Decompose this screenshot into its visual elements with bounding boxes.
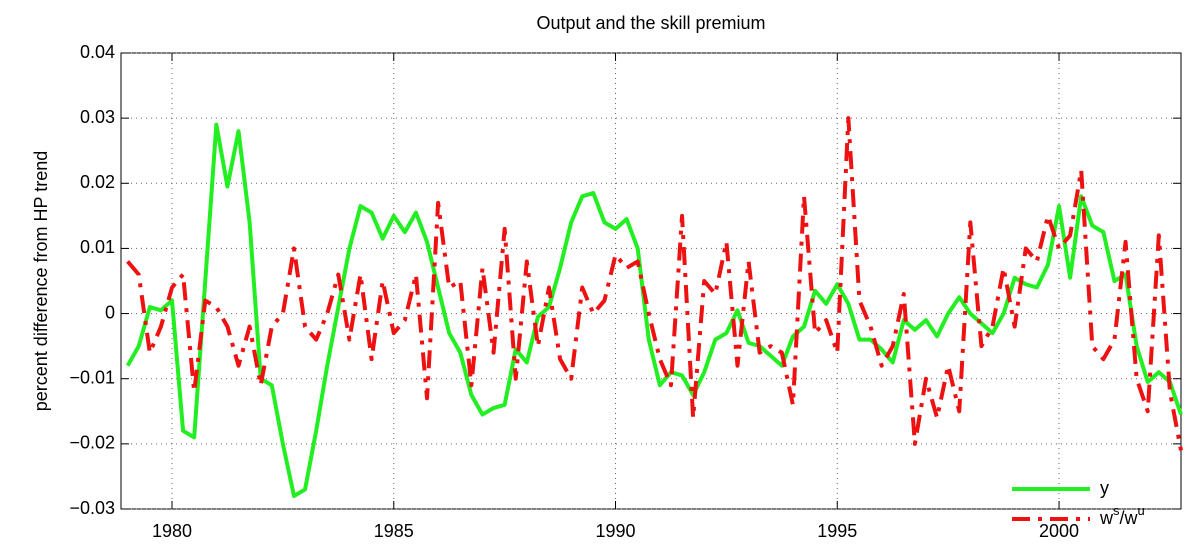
x-tick-label: 1995	[817, 521, 857, 541]
series-line	[126, 116, 1183, 451]
y-tick-label: −0.03	[69, 498, 115, 518]
y-tick-label: 0	[105, 302, 115, 322]
legend-label: y	[1100, 478, 1109, 498]
y-tick-label: −0.02	[69, 433, 115, 453]
x-tick-label: 2000	[1039, 521, 1079, 541]
y-tick-label: 0.03	[80, 107, 115, 127]
y-axis-label: percent difference from HP trend	[31, 151, 51, 411]
chart-title: Output and the skill premium	[536, 13, 765, 33]
y-tick-label: 0.02	[80, 172, 115, 192]
y-tick-label: 0.04	[80, 42, 115, 62]
x-tick-label: 1990	[595, 521, 635, 541]
series-line	[125, 122, 1183, 498]
x-tick-label: 1985	[374, 521, 414, 541]
x-tick-label: 1980	[152, 521, 192, 541]
y-tick-label: 0.01	[80, 237, 115, 257]
y-tick-label: −0.01	[69, 367, 115, 387]
legend-label: ws/wu	[1099, 503, 1145, 527]
plot-area	[120, 52, 1182, 510]
